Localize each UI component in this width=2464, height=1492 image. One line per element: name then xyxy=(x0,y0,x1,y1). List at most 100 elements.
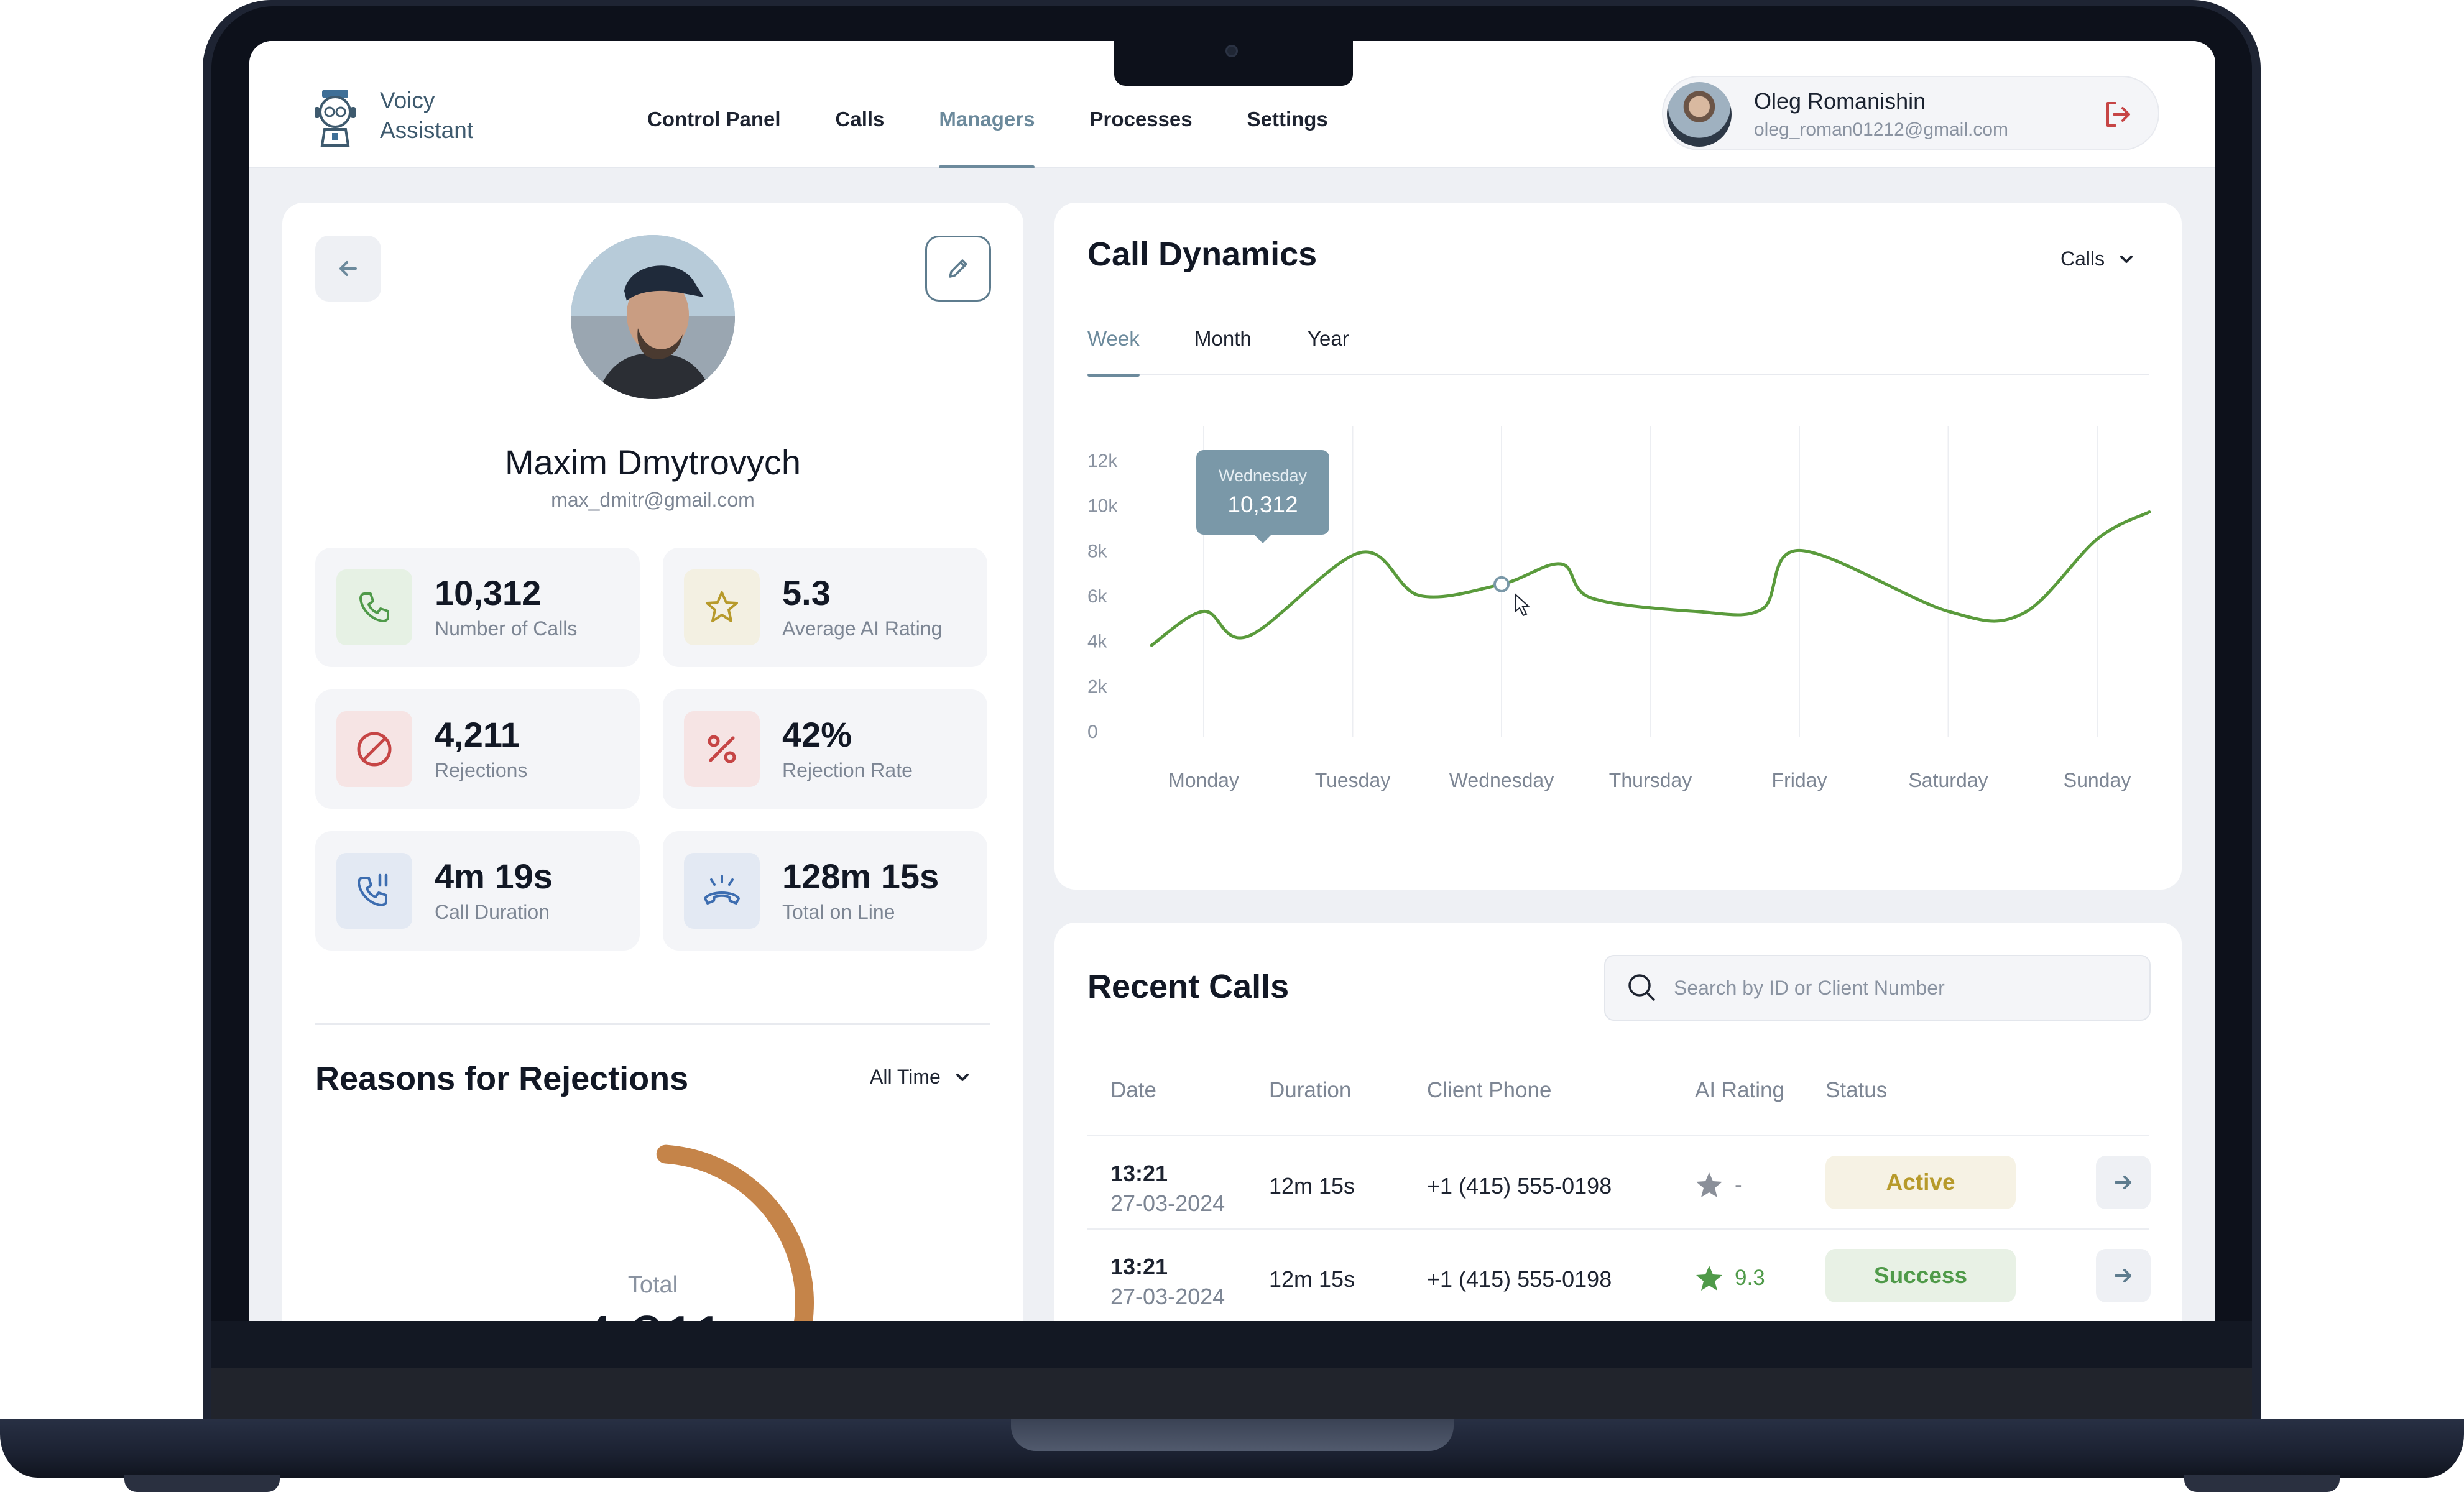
chevron-down-icon xyxy=(956,1073,969,1081)
tooltip-label: Wednesday xyxy=(1218,466,1308,485)
hand-cursor-icon xyxy=(1515,592,1530,617)
y-tick-label: 12k xyxy=(1087,451,1118,471)
star-icon xyxy=(706,591,738,622)
stat-value: 42% xyxy=(782,715,852,754)
call-date: 27-03-2024 xyxy=(1110,1190,1225,1216)
period-tabs: Week Month Year xyxy=(1087,327,2149,377)
x-tick-label: Wednesday xyxy=(1449,769,1554,791)
percent-icon xyxy=(708,735,736,763)
section-divider xyxy=(315,1023,990,1025)
column-header-duration[interactable]: Duration xyxy=(1269,1078,1352,1102)
call-dynamics-chart: 12k 10k 8k 6k 4k 2k 0 Monday Tuesday Wednesday Thu… xyxy=(1087,426,2151,791)
stat-value: 4,211 xyxy=(435,715,520,754)
pencil-icon xyxy=(949,259,967,278)
stat-value: 10,312 xyxy=(435,573,542,612)
stat-icon-bg xyxy=(336,853,412,929)
nav-settings[interactable]: Settings xyxy=(1247,108,1328,131)
call-duration: 12m 15s xyxy=(1269,1266,1355,1292)
recent-calls-panel: Recent Calls Date Duration Client Phone … xyxy=(1054,923,2182,1321)
open-call-button[interactable] xyxy=(2096,1249,2151,1302)
chevron-down-icon xyxy=(2120,255,2133,263)
stat-icon-bg xyxy=(684,853,760,929)
highlight-point xyxy=(1493,576,1510,592)
open-call-button[interactable] xyxy=(2096,1156,2151,1209)
table-divider xyxy=(1087,1135,2149,1136)
table-divider xyxy=(1087,1228,2149,1230)
rejections-donut-chart xyxy=(497,1144,814,1321)
laptop-foot-left xyxy=(124,1475,280,1492)
star-filled-icon xyxy=(1696,1266,1722,1291)
stat-icon-bg xyxy=(336,569,412,645)
y-tick-label: 4k xyxy=(1087,632,1108,652)
calls-series-line xyxy=(1150,510,2151,647)
stat-card-rejection-rate: 42% Rejection Rate xyxy=(663,689,987,809)
search-box xyxy=(1604,955,2151,1021)
x-tick-label: Friday xyxy=(1772,769,1827,791)
brand-name[interactable]: Voicy Assistant xyxy=(380,86,473,145)
metric-select-label: Calls xyxy=(2060,247,2105,270)
manager-profile-panel: Maxim Dmytrovych max_dmitr@gmail.com 10,… xyxy=(282,203,1023,1321)
camera-icon xyxy=(1225,45,1238,57)
stat-label: Total on Line xyxy=(782,901,895,923)
nav-processes[interactable]: Processes xyxy=(1089,108,1193,131)
rejections-title: Reasons for Rejections xyxy=(315,1060,689,1097)
x-tick-label: Thursday xyxy=(1609,769,1692,791)
laptop-foot-right xyxy=(2184,1475,2340,1492)
ai-rating-value: 9.3 xyxy=(1735,1266,1765,1290)
stat-label: Rejections xyxy=(435,759,528,781)
metric-select[interactable]: Calls xyxy=(2060,247,2136,270)
nav-managers[interactable]: Managers xyxy=(939,41,1035,168)
hangup-icon xyxy=(704,875,740,905)
call-dynamics-title: Call Dynamics xyxy=(1087,236,1317,273)
tab-year[interactable]: Year xyxy=(1308,327,1349,350)
y-tick-label: 8k xyxy=(1087,541,1108,561)
stat-icon-bg xyxy=(336,711,412,787)
x-tick-label: Saturday xyxy=(1908,769,1988,791)
laptop-chin-lower xyxy=(211,1368,2252,1421)
edit-button[interactable] xyxy=(925,236,991,302)
rejections-period-select[interactable]: All Time xyxy=(870,1066,972,1089)
tab-week[interactable]: Week xyxy=(1087,327,1140,377)
stat-label: Call Duration xyxy=(435,901,550,923)
stat-card-rejections: 4,211 Rejections xyxy=(315,689,640,809)
arrow-right-icon xyxy=(2115,1269,2131,1282)
arrow-left-icon xyxy=(339,261,357,276)
client-phone: +1 (415) 555-0198 xyxy=(1427,1266,1612,1292)
user-menu[interactable]: Oleg Romanishin oleg_roman01212@gmail.co… xyxy=(1662,76,2159,150)
x-tick-label: Sunday xyxy=(2064,769,2131,791)
arrow-right-icon xyxy=(2115,1176,2131,1189)
nav-control-panel[interactable]: Control Panel xyxy=(647,108,781,131)
stat-label: Rejection Rate xyxy=(782,759,913,781)
y-tick-label: 2k xyxy=(1087,676,1108,697)
call-date: 27-03-2024 xyxy=(1110,1284,1225,1309)
ai-rating: - xyxy=(1695,1171,1742,1199)
tab-month[interactable]: Month xyxy=(1194,327,1252,350)
column-header-date[interactable]: Date xyxy=(1110,1078,1156,1102)
phone-icon xyxy=(359,592,389,622)
call-dynamics-panel: Call Dynamics Calls Week Month Year 12k 1… xyxy=(1054,203,2182,890)
logout-icon[interactable] xyxy=(2102,98,2134,131)
search-input[interactable] xyxy=(1674,956,2134,1020)
brand-line-1: Voicy xyxy=(380,88,435,113)
stat-card-total-on-line: 128m 15s Total on Line xyxy=(663,831,987,951)
manager-avatar xyxy=(571,235,735,399)
nav-calls[interactable]: Calls xyxy=(835,108,885,131)
donut-segment xyxy=(497,1144,814,1321)
stat-icon-bg xyxy=(684,569,760,645)
rejections-period-label: All Time xyxy=(870,1066,941,1088)
ai-rating: 9.3 xyxy=(1695,1264,1765,1292)
back-button[interactable] xyxy=(315,236,381,302)
table-row[interactable]: 13:21 27-03-2024 12m 15s +1 (415) 555-01… xyxy=(1054,1229,2182,1321)
column-header-client-phone[interactable]: Client Phone xyxy=(1427,1078,1552,1102)
tooltip-value: 10,312 xyxy=(1227,492,1298,517)
status-badge: Active xyxy=(1825,1156,2016,1209)
main-nav: Control Panel Calls Managers Processes S… xyxy=(647,41,1383,168)
user-avatar xyxy=(1667,82,1732,147)
stat-label: Number of Calls xyxy=(435,617,578,640)
y-tick-label: 10k xyxy=(1087,496,1118,517)
manager-name: Maxim Dmytrovych xyxy=(504,443,801,482)
table-row[interactable]: 13:21 27-03-2024 12m 15s +1 (415) 555-01… xyxy=(1054,1136,2182,1229)
column-header-ai-rating[interactable]: AI Rating xyxy=(1695,1078,1784,1102)
column-header-status[interactable]: Status xyxy=(1825,1078,1888,1102)
stat-card-calls: 10,312 Number of Calls xyxy=(315,548,640,667)
